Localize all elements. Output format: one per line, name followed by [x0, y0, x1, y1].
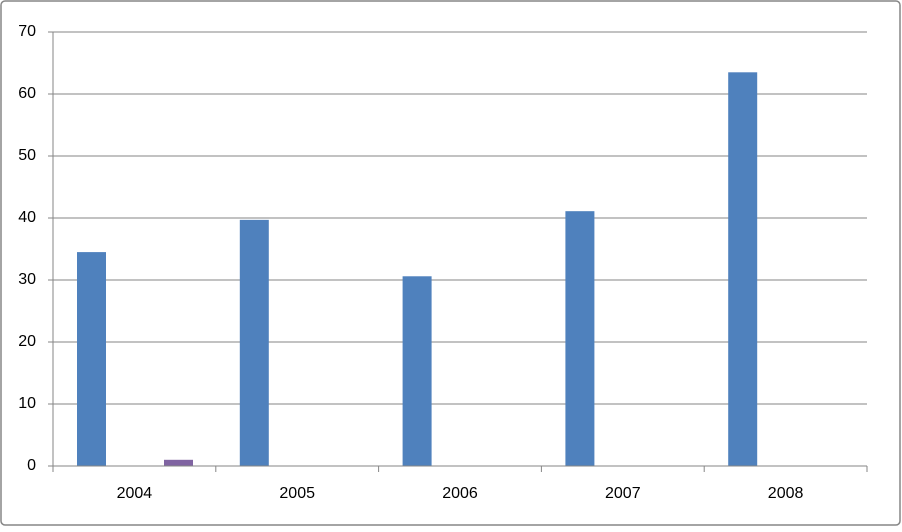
y-tick-label: 70 — [18, 23, 36, 40]
bar — [164, 459, 193, 466]
bar — [239, 219, 269, 466]
x-tick-label: 2006 — [442, 485, 478, 502]
x-tick-label: 2005 — [279, 485, 315, 502]
x-tick-label: 2007 — [605, 485, 641, 502]
y-tick-label: 20 — [18, 333, 36, 350]
x-tick-label: 2008 — [768, 485, 804, 502]
x-tick-label: 2004 — [117, 485, 153, 502]
bar — [402, 276, 432, 466]
y-tick-label: 50 — [18, 147, 36, 164]
bar — [565, 211, 595, 466]
y-tick-label: 0 — [27, 457, 36, 474]
y-tick-label: 10 — [18, 395, 36, 412]
bar — [77, 252, 106, 466]
bar — [728, 72, 758, 467]
y-tick-label: 40 — [18, 209, 36, 226]
y-tick-label: 60 — [18, 85, 36, 102]
y-tick-label: 30 — [18, 271, 36, 288]
